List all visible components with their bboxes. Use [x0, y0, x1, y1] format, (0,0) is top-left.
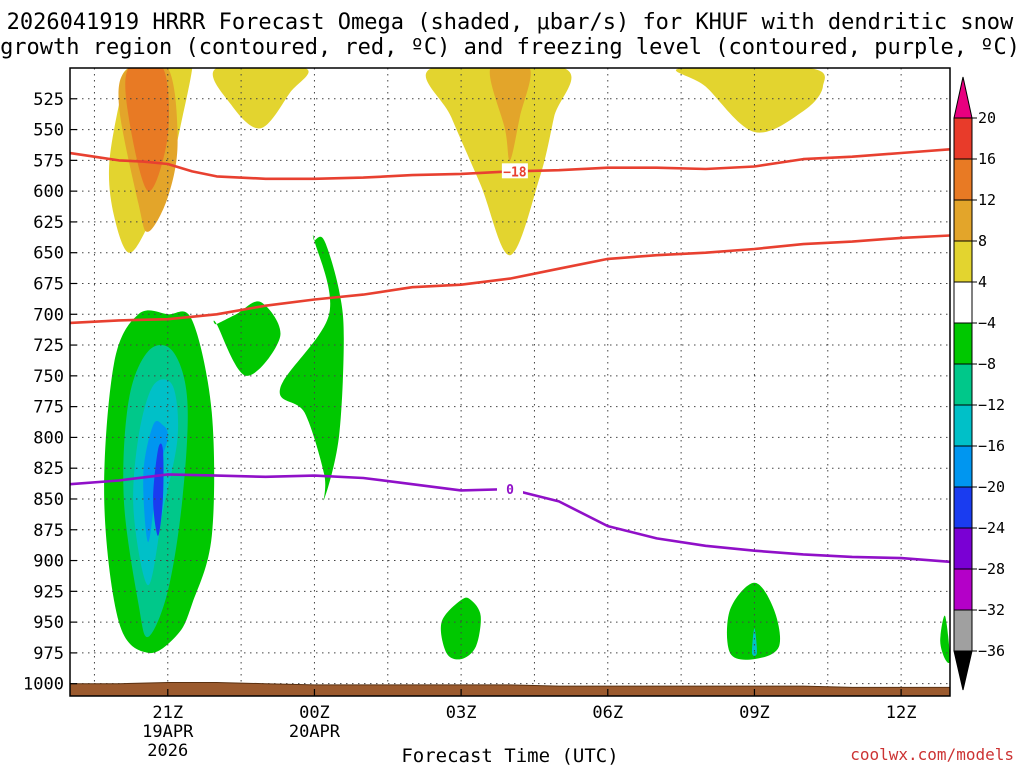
y-tick-label-550: 550 [33, 121, 64, 141]
colorbar-swatch-12 [953, 609, 973, 652]
x-tick-date-00Z: 20APR [289, 722, 341, 742]
omega-region-6 [675, 68, 825, 133]
y-tick-label-525: 525 [33, 90, 64, 110]
omega-region-4 [425, 68, 572, 256]
omega-shading-layer [104, 68, 950, 664]
plot-frame [69, 67, 951, 697]
colorbar-swatch-3 [953, 240, 973, 283]
y-tick-label-675: 675 [33, 274, 64, 294]
x-tick-label-03Z: 03Z [446, 703, 477, 723]
chart-title-line-2: growth region (contoured, red, ºC) and f… [0, 35, 1020, 60]
colorbar-label-0: 20 [978, 109, 996, 127]
y-tick-label-700: 700 [33, 305, 64, 325]
contour-layer: −18 0 [70, 148, 950, 564]
colorbar-label-1: 16 [978, 150, 996, 168]
y-tick-label-875: 875 [33, 521, 64, 541]
colorbar-label-3: 8 [978, 232, 987, 250]
credit-text: coolwx.com/models [850, 745, 1014, 764]
freezing-level-contour-label-bg [497, 481, 523, 497]
omega-region-3 [212, 68, 309, 129]
omega-region-12 [213, 301, 281, 376]
y-tick-label-825: 825 [33, 459, 64, 479]
colorbar-top-arrow [953, 76, 973, 119]
colorbar-swatch-4 [953, 281, 973, 324]
y-tick-label-925: 925 [33, 582, 64, 602]
omega-region-5 [489, 68, 531, 161]
dgz-contour-upper [70, 148, 950, 181]
y-tick-label-650: 650 [33, 244, 64, 264]
omega-region-13 [279, 234, 344, 501]
x-axis-label: Forecast Time (UTC) [401, 745, 618, 767]
omega-region-17 [940, 615, 950, 664]
colorbar-swatch-2 [953, 199, 973, 242]
dgz-contour-lower [70, 234, 950, 325]
x-tick-date-21Z: 19APR [142, 722, 194, 742]
x-tick-label-06Z: 06Z [592, 703, 623, 723]
colorbar-label-4: 4 [978, 273, 987, 291]
colorbar-label-9: −20 [978, 478, 1005, 496]
colorbar-swatch-0 [953, 117, 973, 160]
y-tick-label-575: 575 [33, 151, 64, 171]
y-tick-label-750: 750 [33, 367, 64, 387]
x-tick-year-21Z: 2026 [147, 741, 188, 761]
terrain-layer [70, 682, 950, 696]
freezing-level-contour-label: 0 [506, 483, 514, 498]
omega-region-16 [751, 628, 757, 656]
colorbar-label-5: −4 [978, 314, 996, 332]
x-tick-label-00Z: 00Z [299, 703, 330, 723]
y-tick-label-725: 725 [33, 336, 64, 356]
colorbar-label-2: 12 [978, 191, 996, 209]
y-axis: 525 550 575 600 625 650 675 700 725 750 775 800 825 8… [23, 90, 77, 695]
y-tick-label-775: 775 [33, 398, 64, 418]
colorbar-label-6: −8 [978, 355, 996, 373]
x-tick-label-21Z: 21Z [152, 703, 183, 723]
grid-layer [70, 68, 950, 696]
dgz-contour-upper-label-bg [501, 163, 528, 179]
omega-region-11 [153, 443, 164, 536]
terrain-fill [70, 682, 950, 696]
colorbar-label-13: −36 [978, 642, 1005, 660]
colorbar-swatch-11 [953, 568, 973, 611]
y-tick-label-625: 625 [33, 213, 64, 233]
x-tick-label-09Z: 09Z [739, 703, 770, 723]
colorbar-bottom-arrow [953, 650, 973, 691]
y-tick-label-800: 800 [33, 428, 64, 448]
colorbar-swatch-7 [953, 404, 973, 447]
x-tick-label-12Z: 12Z [886, 703, 917, 723]
colorbar-label-10: −24 [978, 519, 1005, 537]
colorbar-label-8: −16 [978, 437, 1005, 455]
omega-region-15 [726, 582, 781, 660]
colorbar-swatch-8 [953, 445, 973, 488]
colorbar: 20 16 12 8 4 −4 −8 −12 −16 −20 −24 −28 −32 −36 [953, 76, 1005, 691]
colorbar-swatch-9 [953, 486, 973, 529]
colorbar-swatch-5 [953, 322, 973, 365]
colorbar-swatch-10 [953, 527, 973, 570]
colorbar-label-7: −12 [978, 396, 1005, 414]
y-tick-label-975: 975 [33, 644, 64, 664]
colorbar-swatch-6 [953, 363, 973, 406]
y-tick-label-850: 850 [33, 490, 64, 510]
y-tick-label-900: 900 [33, 552, 64, 572]
chart-title-line-1: 2026041919 HRRR Forecast Omega (shaded, … [7, 10, 1014, 35]
colorbar-label-12: −32 [978, 601, 1005, 619]
y-tick-label-1000: 1000 [23, 675, 64, 695]
y-tick-label-600: 600 [33, 182, 64, 202]
colorbar-swatch-1 [953, 158, 973, 201]
colorbar-label-11: −28 [978, 560, 1005, 578]
y-tick-label-950: 950 [33, 613, 64, 633]
omega-region-14 [440, 597, 481, 660]
dgz-contour-upper-label: −18 [503, 165, 527, 180]
